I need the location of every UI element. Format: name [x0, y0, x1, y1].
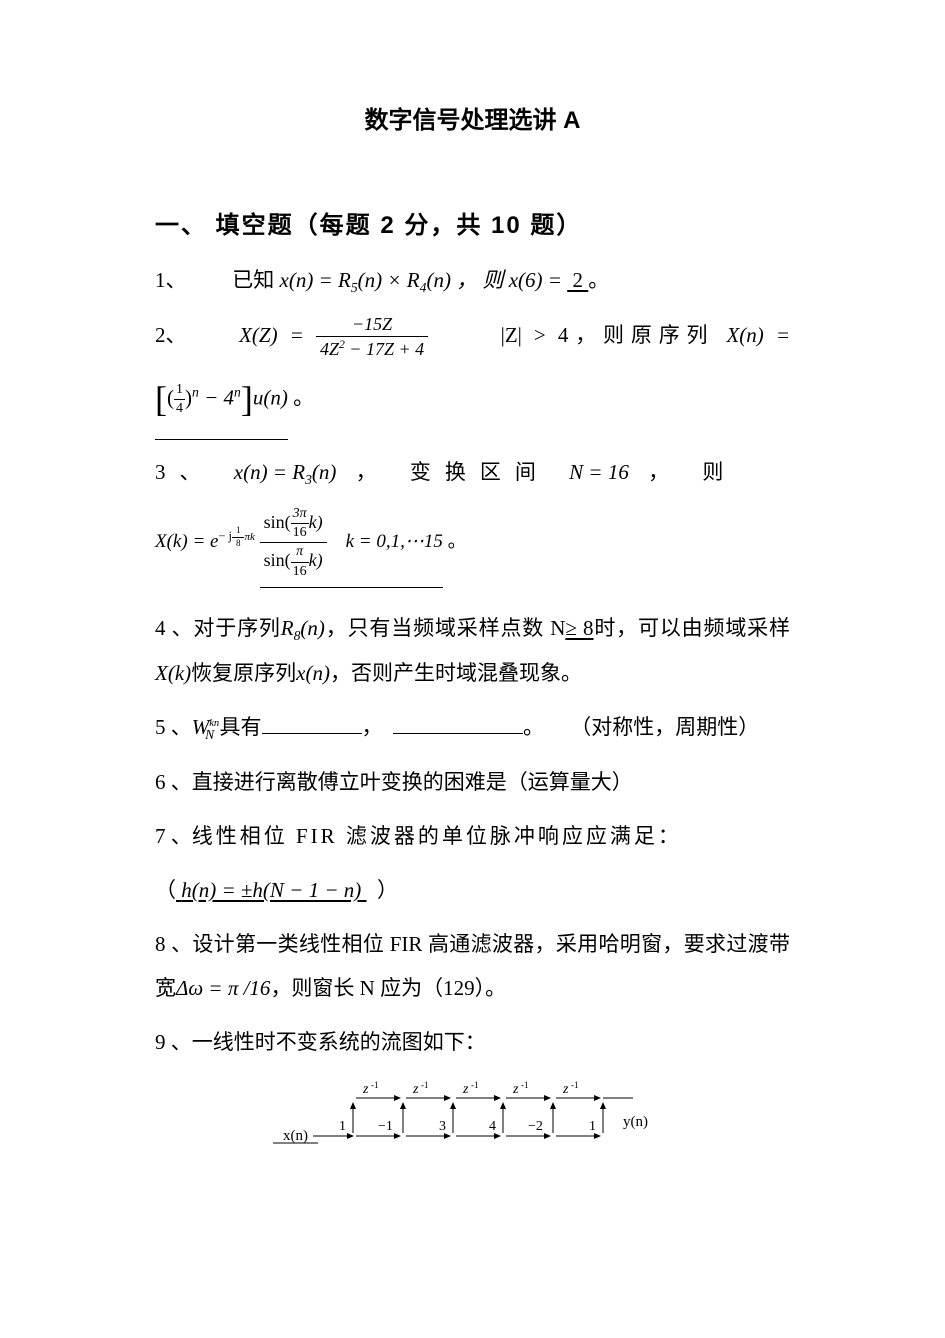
- q2-number: 2、: [155, 313, 227, 357]
- q9-number: 9 、: [155, 1030, 192, 1054]
- q2-answer: [(14)n − 4n]u(n): [155, 362, 288, 441]
- svg-text:z: z: [362, 1082, 369, 1097]
- q9-diagram: x(n) z-1 z-1 z-1 z-1 z-1 1: [155, 1078, 790, 1163]
- q1-number: 1、: [155, 258, 227, 302]
- q3-number: 3: [155, 460, 180, 484]
- svg-text:1: 1: [589, 1119, 596, 1134]
- question-8: 8 、设计第一类线性相位 FIR 高通滤波器，采用哈明窗，要求过渡带宽Δω = …: [155, 922, 790, 1010]
- svg-text:−2: −2: [528, 1119, 543, 1134]
- q5-blank2: [393, 713, 523, 734]
- q6-number: 6 、: [155, 770, 192, 794]
- q2-xz: X(Z) =: [239, 323, 304, 347]
- svg-text:-1: -1: [371, 1080, 379, 1090]
- q4-number: 4 、: [155, 616, 193, 640]
- q1-mid: (n) × R: [358, 268, 420, 292]
- q2-frac: −15Z 4Z2 − 17Z + 4: [316, 313, 428, 362]
- q7-text: 线性相位 FIR 滤波器的单位脉冲响应应满足：: [192, 824, 682, 848]
- question-7: 7 、线性相位 FIR 滤波器的单位脉冲响应应满足：: [155, 814, 790, 858]
- q4-answer: ≥ 8: [565, 616, 593, 640]
- q1-prefix: 已知: [232, 268, 274, 292]
- q1-answer: 2: [567, 268, 588, 292]
- q7-number: 7 、: [155, 824, 192, 848]
- q3-range: k = 0,1,⋯15: [346, 531, 443, 552]
- q8-number: 8 、: [155, 932, 192, 956]
- question-5: 5 、WknN 具有， 。 （对称性，周期性）: [155, 705, 790, 750]
- svg-text:-1: -1: [521, 1080, 529, 1090]
- question-9: 9 、一线性时不变系统的流图如下：: [155, 1020, 790, 1064]
- q5-hint: （对称性，周期性）: [570, 715, 759, 739]
- q3-then: 则: [702, 460, 737, 484]
- q5-blank1: [262, 713, 362, 734]
- q1-suffix: (n) ， 则: [426, 268, 503, 292]
- question-1: 1、 已知 x(n) = R5(n) × R4(n) ， 则 x(6) = 2 …: [155, 258, 790, 303]
- q8-p2: ，则窗长 N 应为（129）。: [270, 976, 506, 1000]
- q2-xn: X(n) =: [726, 323, 790, 347]
- q1-formula-1: x(n) = R: [280, 268, 351, 292]
- q5-number: 5 、: [155, 715, 192, 739]
- q4-xn: x(n): [296, 661, 330, 685]
- q3-end: 。: [448, 531, 467, 552]
- flow-diagram-svg: x(n) z-1 z-1 z-1 z-1 z-1 1: [263, 1078, 683, 1158]
- svg-text:z: z: [412, 1082, 419, 1097]
- svg-text:4: 4: [489, 1119, 496, 1134]
- q8-dw: Δω = π /16: [176, 976, 270, 1000]
- question-2: 2、 X(Z) = −15Z 4Z2 − 17Z + 4 |Z| > 4，则原序…: [155, 313, 790, 440]
- q2-end: 。: [293, 385, 314, 409]
- svg-text:z: z: [462, 1082, 469, 1097]
- diagram-yn: y(n): [623, 1114, 648, 1130]
- q7-formula: h(n) = ±h(N − 1 − n): [176, 878, 367, 902]
- q1-x6: x(6) =: [509, 268, 562, 292]
- q3-mid: 变换区间: [410, 460, 550, 484]
- q4-xk: X(k): [155, 661, 191, 685]
- svg-text:1: 1: [339, 1119, 346, 1134]
- q1-sub1: 5: [351, 280, 358, 295]
- svg-text:-1: -1: [471, 1080, 479, 1090]
- q5-w: WknN: [192, 715, 215, 739]
- diagram-taps: z-1 z-1 z-1 z-1 z-1 1 −1 3 4: [339, 1080, 603, 1136]
- svg-text:3: 3: [439, 1119, 446, 1134]
- svg-text:-1: -1: [421, 1080, 429, 1090]
- question-6: 6 、直接进行离散傅立叶变换的困难是（运算量大）: [155, 760, 790, 804]
- page-title: 数字信号处理选讲 A: [155, 100, 790, 135]
- svg-text:−1: −1: [378, 1119, 393, 1134]
- q4-r8: R8(n): [281, 616, 325, 640]
- question-3: 3、 x(n) = R3(n) ， 变换区间 N = 16 ， 则: [155, 450, 790, 495]
- question-7-answer: （ h(n) = ±h(N − 1 − n) ）: [155, 868, 790, 912]
- q3-xn: x(n) = R3(n): [234, 460, 337, 484]
- q1-end: 。: [588, 268, 609, 292]
- q3-formula: X(k) = e− j18πk sin(3π16k) sin(π16k) k =…: [155, 505, 790, 588]
- section-header: 一、 填空题（每题 2 分，共 10 题）: [155, 205, 790, 240]
- svg-text:-1: -1: [571, 1080, 579, 1090]
- q2-mid: ，则原序列: [568, 323, 714, 347]
- svg-text:z: z: [562, 1082, 569, 1097]
- q3-main-frac: sin(3π16k) sin(π16k): [260, 505, 327, 581]
- q9-text: 一线性时不变系统的流图如下：: [192, 1030, 486, 1054]
- q2-cond: |Z| > 4: [501, 323, 569, 347]
- q3-n16: N = 16: [569, 460, 629, 484]
- svg-text:z: z: [512, 1082, 519, 1097]
- question-4: 4 、对于序列R8(n)，只有当频域采样点数 N≥ 8时，可以由频域采样X(k)…: [155, 606, 790, 695]
- diagram-xn: x(n): [283, 1128, 308, 1144]
- q6-text: 直接进行离散傅立叶变换的困难是（运算量大）: [192, 770, 633, 794]
